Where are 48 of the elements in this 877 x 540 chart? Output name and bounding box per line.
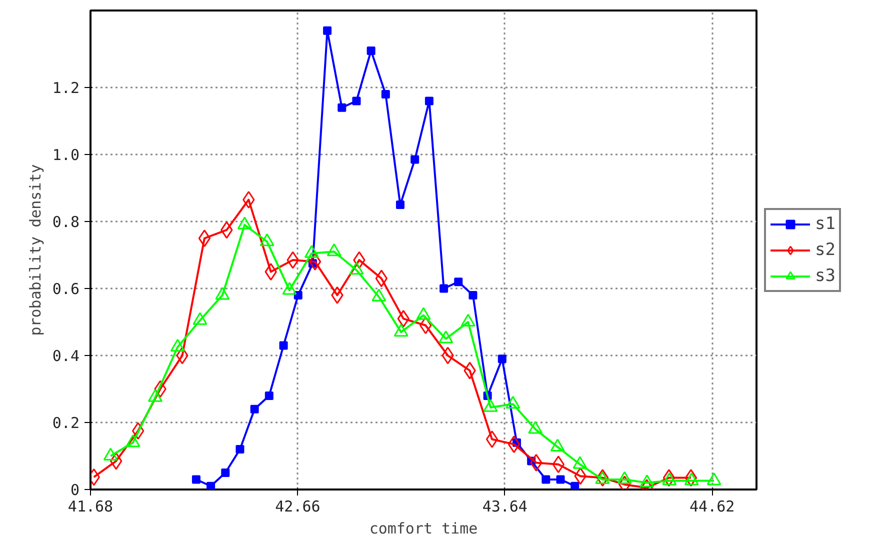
point: [596, 469, 609, 487]
point: [198, 230, 211, 248]
point: [192, 475, 200, 484]
point: [424, 96, 434, 106]
y-tick-label: 1.0: [52, 146, 80, 164]
y-tick-label: 0.4: [52, 347, 80, 366]
point: [570, 482, 580, 490]
point: [375, 270, 388, 288]
legend-label: s3: [815, 266, 836, 286]
point: [250, 404, 259, 414]
point: [542, 475, 550, 484]
x-tick-label: 43.64: [482, 498, 528, 516]
point: [338, 103, 346, 112]
y-tick-label: 0.2: [52, 414, 80, 432]
y-tick-label: 0.8: [52, 213, 80, 232]
point: [206, 482, 216, 490]
x-tick-label: 42.66: [275, 498, 320, 516]
point: [684, 469, 698, 487]
point: [323, 26, 332, 35]
point: [498, 354, 506, 364]
point: [279, 341, 288, 350]
point: [236, 445, 244, 454]
y-axis-title: probability density: [26, 164, 44, 336]
y-tick-label: 0: [70, 481, 80, 499]
point: [454, 278, 463, 286]
point: [440, 284, 448, 293]
point: [410, 155, 420, 164]
point: [352, 96, 361, 106]
x-axis-title: comfort time: [369, 520, 478, 538]
x-tick-label: 41.68: [68, 498, 114, 516]
y-tick-label: 1.2: [52, 79, 80, 98]
legend-label: s2: [815, 240, 836, 260]
point: [381, 90, 390, 98]
point: [396, 200, 404, 210]
point: [366, 46, 376, 55]
point: [486, 430, 498, 448]
point: [468, 290, 478, 300]
point: [132, 422, 144, 440]
point: [662, 469, 676, 487]
x-tick-label: 44.62: [690, 498, 735, 516]
legend-label: s1: [815, 214, 836, 234]
point: [294, 290, 302, 300]
point: [264, 391, 274, 400]
point: [221, 468, 230, 477]
point: [556, 475, 565, 484]
point: [508, 436, 520, 454]
y-tick-label: 0.6: [52, 280, 80, 298]
point: [308, 252, 322, 270]
